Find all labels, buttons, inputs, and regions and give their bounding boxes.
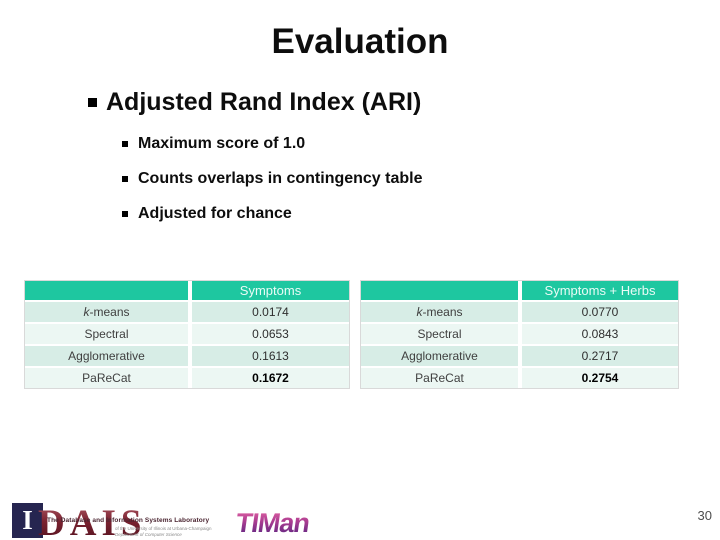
square-bullet-icon xyxy=(122,176,128,182)
sub-bullet-label: Maximum score of 1.0 xyxy=(138,135,306,152)
sub-bullet-label: Counts overlaps in contingency table xyxy=(138,170,423,187)
table-row-value: 0.1613 xyxy=(192,346,349,366)
ari-table-symptoms: Symptoms k-means 0.0174 Spectral 0.0653 Agglo… xyxy=(24,280,350,389)
table-row-value: 0.0653 xyxy=(192,324,349,344)
dais-column-icon: I xyxy=(12,503,43,538)
dais-fine-print: of the University of Illinois at Urbana-… xyxy=(115,526,212,537)
table-row-label: Spectral xyxy=(361,324,518,344)
sub-bullet-list: Maximum score of 1.0 Counts overlaps in c… xyxy=(122,136,423,241)
table-header-cell xyxy=(361,281,518,300)
table-row-label: k-means xyxy=(361,302,518,322)
table-row-value: 0.1672 xyxy=(192,368,349,388)
square-bullet-icon xyxy=(122,211,128,217)
square-bullet-icon xyxy=(122,141,128,147)
dais-fine-print-line2: Department of Computer Science xyxy=(115,531,182,537)
timan-logo: TIMan xyxy=(233,508,312,538)
table-header-cell: Symptoms + Herbs xyxy=(522,281,678,300)
ari-table-symptoms-herbs: Symptoms + Herbs k-means 0.0770 Spectral 0.0… xyxy=(360,280,679,389)
dais-lab-name: The Database and Information Systems Lab… xyxy=(47,517,210,524)
bullet-ari-label: Adjusted Rand Index (ARI) xyxy=(106,88,422,116)
table-row-value: 0.0843 xyxy=(522,324,678,344)
sub-bullet: Maximum score of 1.0 xyxy=(122,136,423,152)
table-header-cell xyxy=(25,281,188,300)
table-row-value: 0.0770 xyxy=(522,302,678,322)
table-row-value: 0.0174 xyxy=(192,302,349,322)
dais-logo: I DAIS The Database and Information Syst… xyxy=(12,502,302,540)
dais-wordmark: DAIS xyxy=(38,502,146,540)
table-row-label: Spectral xyxy=(25,324,188,344)
slide-title: Evaluation xyxy=(271,22,449,61)
table-row-label: Agglomerative xyxy=(25,346,188,366)
table-row-label: PaReCat xyxy=(25,368,188,388)
table-row-label: PaReCat xyxy=(361,368,518,388)
table-row-label: Agglomerative xyxy=(361,346,518,366)
square-bullet-icon xyxy=(88,98,97,107)
dais-column-glyph: I xyxy=(22,505,33,535)
table-row-value: 0.2717 xyxy=(522,346,678,366)
sub-bullet: Adjusted for chance xyxy=(122,206,423,222)
bullet-ari: Adjusted Rand Index (ARI) xyxy=(88,88,421,117)
table-row-value: 0.2754 xyxy=(522,368,678,388)
dais-fine-print-line1: of the University of Illinois at Urbana-… xyxy=(115,526,212,531)
table-header-cell: Symptoms xyxy=(192,281,349,300)
sub-bullet: Counts overlaps in contingency table xyxy=(122,171,423,187)
table-row-label: k-means xyxy=(25,302,188,322)
sub-bullet-label: Adjusted for chance xyxy=(138,205,292,222)
slide-page-number: 30 xyxy=(697,508,712,523)
